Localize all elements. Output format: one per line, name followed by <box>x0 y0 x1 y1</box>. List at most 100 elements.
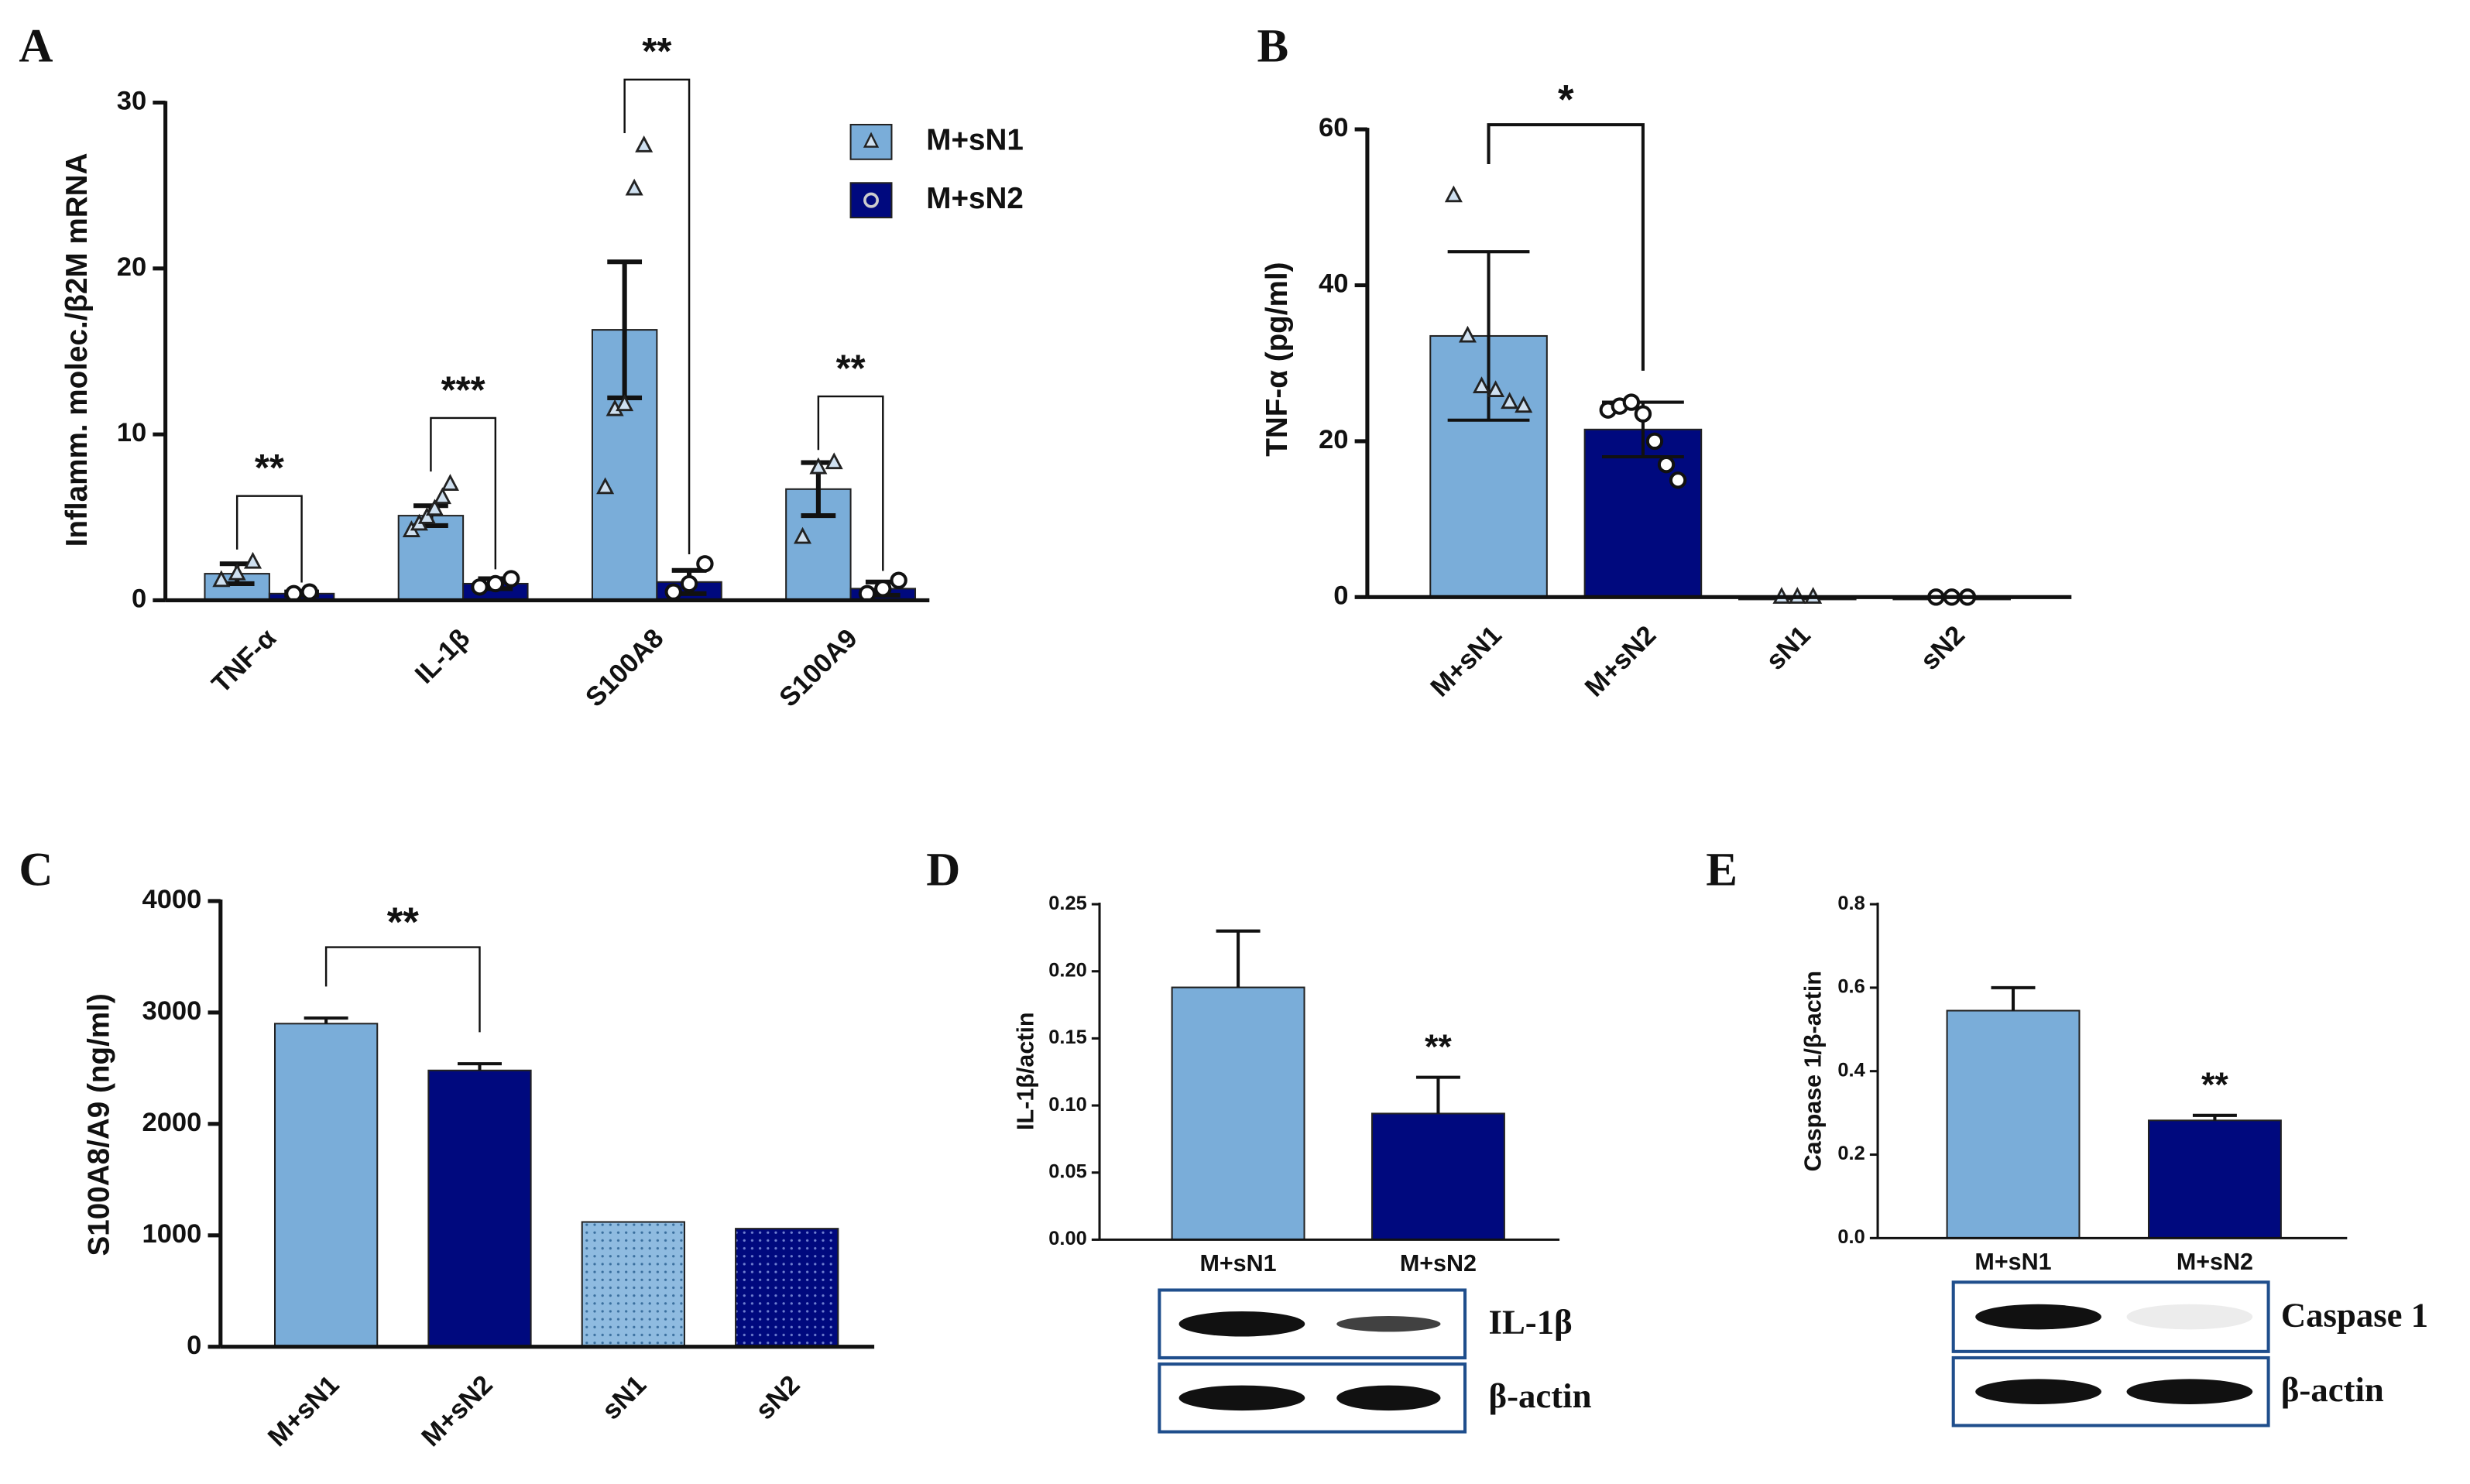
significance-bracket <box>430 416 497 570</box>
data-point <box>1501 392 1519 410</box>
bar <box>2147 1119 2282 1239</box>
significance-label: * <box>1558 77 1574 123</box>
x-tick-label: sN1 <box>1761 620 1816 676</box>
data-point <box>441 474 459 491</box>
x-tick-label: M+sN2 <box>1580 620 1662 702</box>
bar <box>1371 1112 1505 1241</box>
x-tick-label: sN2 <box>1915 620 1971 676</box>
y-tick-label: 0.4 <box>1837 1059 1865 1081</box>
data-point <box>417 507 436 524</box>
legend-swatch <box>849 182 893 219</box>
data-point <box>1487 380 1505 398</box>
x-tick-label: M+sN1 <box>1425 620 1507 702</box>
y-tick-label: 0 <box>187 1331 201 1360</box>
y-tick-label: 10 <box>117 418 146 447</box>
blot-label: β-actin <box>1489 1376 1592 1415</box>
data-point <box>425 499 444 516</box>
error-bar <box>458 1062 502 1071</box>
blot-band <box>1975 1379 2101 1404</box>
x-tick-label: M+sN1 <box>1974 1249 2051 1275</box>
y-tick-label: 3000 <box>142 996 201 1026</box>
y-tick-label: 0.6 <box>1837 976 1865 998</box>
y-tick-label: 0.15 <box>1048 1026 1086 1048</box>
y-tick-label: 0.20 <box>1048 959 1086 981</box>
data-point <box>1669 471 1687 489</box>
data-point <box>794 526 812 544</box>
data-point <box>625 178 643 196</box>
bar <box>735 1228 839 1348</box>
panel-letter: C <box>19 844 53 896</box>
data-point <box>212 570 231 588</box>
y-tick-label: 0.10 <box>1048 1094 1086 1116</box>
legend-label: M+sN1 <box>926 124 1024 157</box>
error-bar <box>1216 929 1261 988</box>
y-tick-label: 30 <box>117 87 146 116</box>
x-tick-label: TNF-α <box>206 623 282 699</box>
data-point <box>300 583 318 601</box>
y-tick-label: 4000 <box>142 885 201 914</box>
y-tick-label: 20 <box>1319 425 1348 454</box>
significance-label: ** <box>1425 1027 1452 1066</box>
bar <box>273 1023 379 1348</box>
blot-band <box>2126 1304 2253 1330</box>
error-bar <box>304 1016 348 1024</box>
blot-band <box>1178 1311 1305 1337</box>
significance-label: ** <box>836 348 866 389</box>
x-tick-label: M+sN2 <box>1400 1250 1477 1277</box>
blot-band <box>1336 1316 1441 1332</box>
error-bar <box>2192 1113 2237 1121</box>
y-tick-label: 0.2 <box>1837 1143 1865 1164</box>
x-tick-label: S100A8 <box>580 623 669 712</box>
y-tick-label: 0 <box>1333 581 1348 610</box>
data-point <box>596 477 615 495</box>
data-point <box>664 583 682 601</box>
significance-label: ** <box>255 447 284 489</box>
significance-bracket <box>817 395 884 571</box>
blot-band <box>1975 1304 2101 1330</box>
blot-label: IL-1β <box>1489 1303 1573 1342</box>
y-tick-label: 1000 <box>142 1219 201 1249</box>
bar <box>581 1221 685 1348</box>
bar <box>1946 1009 2081 1239</box>
y-axis-label: TNF-α (pg/ml) <box>1261 262 1294 457</box>
panel-letter: B <box>1257 20 1288 72</box>
blot-frame <box>1951 1280 2270 1353</box>
legend-marker <box>863 192 880 208</box>
data-point <box>1622 393 1641 411</box>
data-point <box>486 574 505 593</box>
error-bar <box>1991 985 2036 1011</box>
x-tick-label: sN1 <box>596 1370 652 1426</box>
data-point <box>433 487 451 505</box>
legend-label: M+sN2 <box>926 182 1024 215</box>
data-point <box>502 570 520 588</box>
x-tick-label: S100A9 <box>774 623 863 712</box>
blot-band <box>2126 1379 2253 1404</box>
legend-marker <box>863 132 880 148</box>
data-point <box>825 452 843 470</box>
panel-letter: E <box>1706 844 1738 896</box>
blot-band <box>1178 1385 1305 1411</box>
significance-label: ** <box>387 900 420 945</box>
significance-label: *** <box>441 369 485 411</box>
significance-bracket <box>324 946 481 1033</box>
y-tick-label: 0.00 <box>1048 1228 1086 1249</box>
blot-label: Caspase 1 <box>2281 1295 2428 1334</box>
y-tick-label: 0 <box>132 584 146 614</box>
data-point <box>696 555 714 573</box>
data-point <box>616 394 634 412</box>
y-tick-label: 0.05 <box>1048 1160 1086 1182</box>
panel-letter: A <box>19 20 53 72</box>
x-tick-label: M+sN2 <box>416 1370 498 1452</box>
x-tick-label: M+sN1 <box>262 1370 345 1452</box>
y-axis-label: IL-1β/actin <box>1013 1012 1039 1129</box>
bar <box>1171 986 1305 1241</box>
x-tick-label: M+sN2 <box>2177 1249 2253 1275</box>
y-axis-label: Inflamm. molec./β2M mRNA <box>60 153 94 547</box>
y-tick-label: 0.0 <box>1837 1226 1865 1248</box>
data-point <box>1657 455 1676 474</box>
significance-label: ** <box>642 31 671 73</box>
data-point <box>1515 396 1533 413</box>
data-point <box>874 580 892 598</box>
blot-label: β-actin <box>2281 1370 2384 1409</box>
y-axis-label: S100A8/A9 (ng/ml) <box>82 993 115 1256</box>
